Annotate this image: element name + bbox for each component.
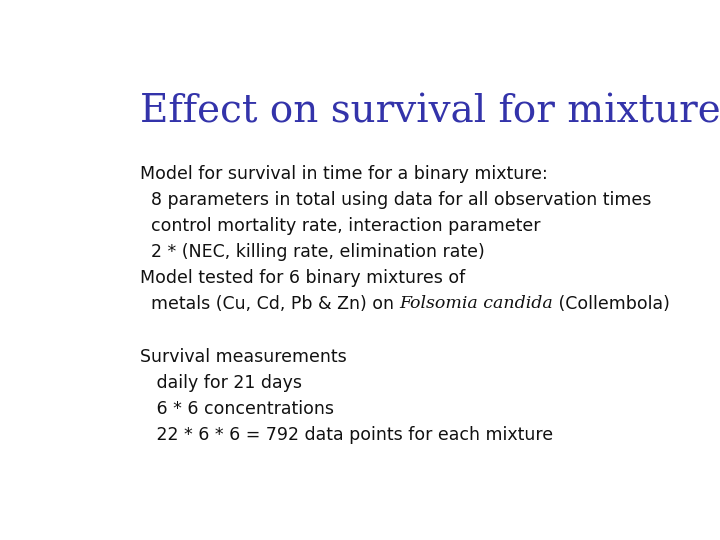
Text: daily for 21 days: daily for 21 days [140,374,302,391]
Text: Folsomia candida: Folsomia candida [400,295,554,312]
Text: Model for survival in time for a binary mixture:: Model for survival in time for a binary … [140,165,548,183]
Text: (Collembola): (Collembola) [554,295,670,313]
Text: control mortality rate, interaction parameter: control mortality rate, interaction para… [140,217,541,235]
Text: Model tested for 6 binary mixtures of: Model tested for 6 binary mixtures of [140,268,465,287]
Text: Effect on survival for mixture: Effect on survival for mixture [140,94,720,131]
Text: Survival measurements: Survival measurements [140,348,347,366]
Text: metals (Cu, Cd, Pb & Zn) on: metals (Cu, Cd, Pb & Zn) on [140,295,400,313]
Text: 6 * 6 concentrations: 6 * 6 concentrations [140,400,334,418]
Text: 2 * (NEC, killing rate, elimination rate): 2 * (NEC, killing rate, elimination rate… [140,243,485,261]
Text: 8 parameters in total using data for all observation times: 8 parameters in total using data for all… [140,191,652,209]
Text: 22 * 6 * 6 = 792 data points for each mixture: 22 * 6 * 6 = 792 data points for each mi… [140,426,554,444]
